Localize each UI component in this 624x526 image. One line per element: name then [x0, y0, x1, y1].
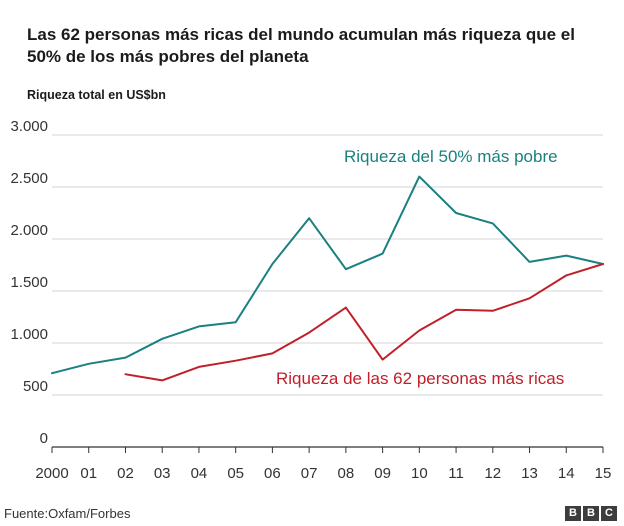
y-tick-label: 500 [23, 378, 48, 395]
series-lines [51, 175, 604, 382]
series-line-richest-62 [124, 263, 604, 382]
x-tick-label: 07 [301, 465, 318, 482]
x-tick-label: 13 [521, 465, 538, 482]
y-tick-label: 1.000 [10, 326, 48, 343]
x-tick-label: 09 [374, 465, 391, 482]
line-chart: 0 500 1.000 1.500 2.000 2.500 3.000 2000 01 02 03… [10, 118, 611, 482]
x-tick-label: 04 [191, 465, 208, 482]
logo-letter: C [601, 506, 617, 521]
x-tick-label: 2000 [35, 465, 68, 482]
x-tick-label: 10 [411, 465, 428, 482]
x-tick-label: 15 [595, 465, 612, 482]
x-tick-label: 08 [338, 465, 355, 482]
x-tick-label: 12 [484, 465, 501, 482]
chart-title: Las 62 personas más ricas del mundo acum… [27, 25, 575, 66]
source-note: Fuente:Oxfam/Forbes [4, 506, 131, 521]
series-labels: Riqueza del 50% más pobre Riqueza de las … [276, 147, 564, 388]
x-tick-label: 06 [264, 465, 281, 482]
series-line-poorest-50 [51, 175, 604, 375]
y-axis-unit-label: Riqueza total en US$bn [27, 88, 166, 102]
x-tick-label: 02 [117, 465, 134, 482]
x-axis: 2000 01 02 03 04 05 06 07 08 09 10 11 12 13 14 15 [35, 447, 611, 482]
x-tick-label: 14 [558, 465, 575, 482]
x-tick-label: 01 [80, 465, 97, 482]
y-tick-label: 0 [40, 430, 48, 447]
series-label-poorest-50: Riqueza del 50% más pobre [344, 147, 558, 166]
y-tick-label: 3.000 [10, 118, 48, 135]
grid-lines [52, 134, 603, 448]
x-tick-label: 05 [227, 465, 244, 482]
bbc-logo: B B C [565, 506, 617, 521]
series-label-richest-62: Riqueza de las 62 personas más ricas [276, 369, 564, 388]
y-tick-label: 2.500 [10, 170, 48, 187]
logo-letter: B [583, 506, 599, 521]
x-tick-label: 11 [448, 465, 464, 482]
logo-letter: B [565, 506, 581, 521]
y-tick-label: 1.500 [10, 274, 48, 291]
x-tick-label: 03 [154, 465, 171, 482]
y-axis-ticks: 0 500 1.000 1.500 2.000 2.500 3.000 [10, 118, 48, 447]
y-tick-label: 2.000 [10, 222, 48, 239]
